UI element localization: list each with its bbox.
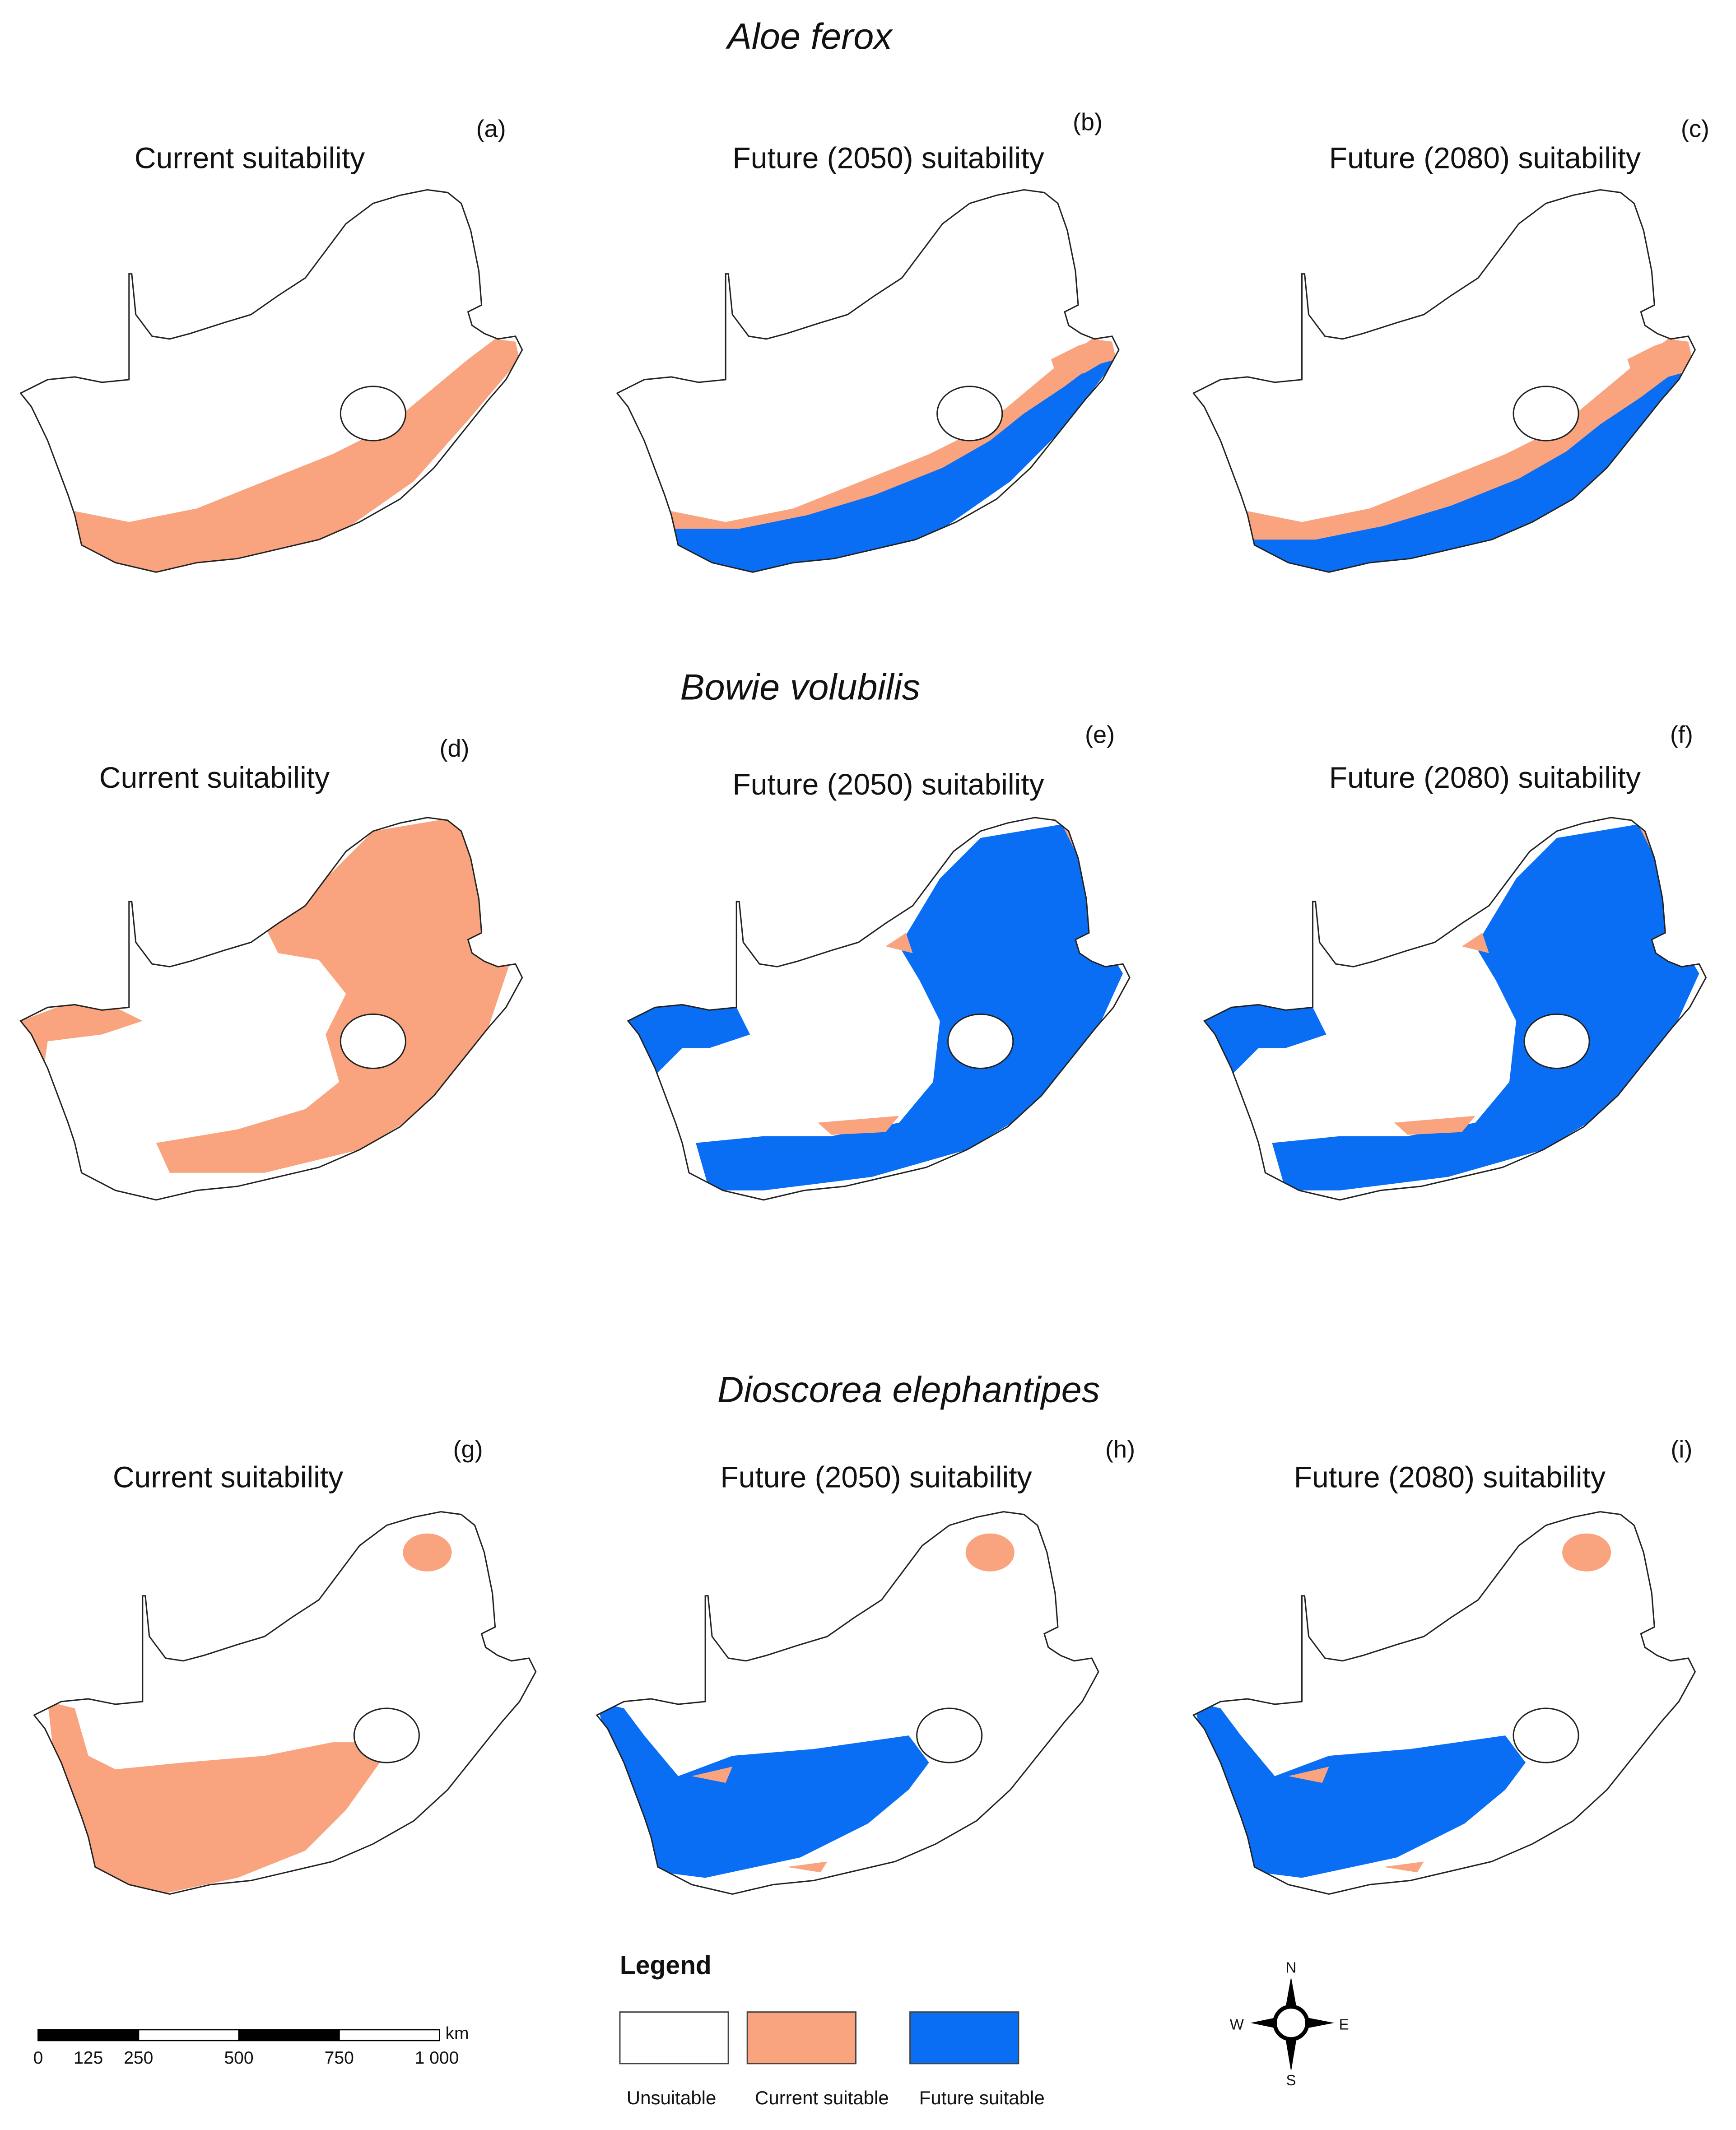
map xyxy=(1192,189,1696,573)
map xyxy=(616,189,1120,573)
scale-bar: 0 125 250 500 750 1 000 km xyxy=(33,2024,469,2068)
legend-swatch xyxy=(619,2011,729,2065)
panel-label: (f) xyxy=(1670,721,1693,749)
panel-title: Future (2050) suitability xyxy=(732,768,1044,801)
map xyxy=(20,189,523,573)
scale-tick: 1 000 xyxy=(415,2048,459,2068)
scale-unit: km xyxy=(446,2024,469,2043)
panel-label: (g) xyxy=(453,1436,483,1463)
panel-title: Current suitability xyxy=(135,141,365,175)
legend-swatch xyxy=(909,2011,1019,2065)
panel-title: Future (2080) suitability xyxy=(1329,141,1641,175)
panel-title: Future (2080) suitability xyxy=(1294,1460,1606,1494)
panel-label: (e) xyxy=(1085,721,1115,749)
compass-label: S xyxy=(1286,2072,1296,2088)
scale-tick: 500 xyxy=(224,2048,253,2068)
scale-tick: 250 xyxy=(124,2048,153,2068)
species-title: Bowie volubilis xyxy=(680,667,920,708)
map xyxy=(596,1511,1099,1895)
compass: N E S W xyxy=(1230,1959,1349,2088)
map xyxy=(33,1511,537,1895)
panel-title: Current suitability xyxy=(99,761,330,795)
panel-title: Current suitability xyxy=(113,1460,343,1494)
panel-label: (h) xyxy=(1105,1436,1135,1463)
panel-label: (b) xyxy=(1073,108,1103,135)
legend-swatch xyxy=(746,2011,856,2065)
compass-label: E xyxy=(1339,2016,1349,2033)
map xyxy=(627,817,1131,1201)
map xyxy=(20,817,523,1201)
panel-label: (a) xyxy=(476,115,506,142)
compass-label: N xyxy=(1286,1959,1297,1976)
species-title: Dioscorea elephantipes xyxy=(717,1369,1100,1410)
compass-label: W xyxy=(1230,2016,1244,2033)
panel-label: (i) xyxy=(1671,1436,1692,1463)
scale-tick: 125 xyxy=(74,2048,103,2068)
scale-tick: 750 xyxy=(325,2048,354,2068)
panel-label: (c) xyxy=(1681,115,1709,142)
panel-title: Future (2050) suitability xyxy=(732,141,1044,175)
species-title: Aloe ferox xyxy=(726,16,894,57)
map xyxy=(1192,1511,1696,1895)
legend-label: Current suitable xyxy=(755,2087,889,2108)
map xyxy=(1203,817,1707,1201)
scale-tick: 0 xyxy=(33,2048,43,2068)
legend: Legend Unsuitable Current suitable Futur… xyxy=(619,1951,1045,2108)
panel-label: (d) xyxy=(439,735,469,762)
legend-label: Future suitable xyxy=(919,2087,1045,2108)
legend-title: Legend xyxy=(620,1951,712,1980)
legend-label: Unsuitable xyxy=(627,2087,717,2108)
panel-title: Future (2080) suitability xyxy=(1329,761,1641,795)
panel-title: Future (2050) suitability xyxy=(720,1460,1032,1494)
